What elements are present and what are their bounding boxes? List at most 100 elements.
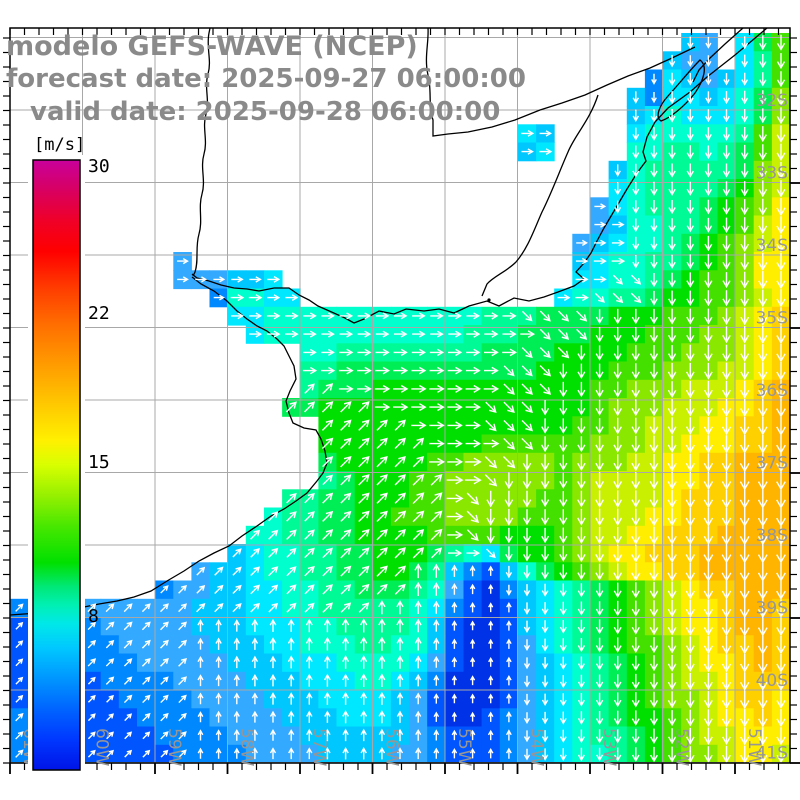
wind-arrow xyxy=(577,418,586,435)
wind-arrow xyxy=(705,36,712,49)
wind-arrow xyxy=(575,257,589,265)
wind-arrow xyxy=(447,348,463,357)
wind-arrow xyxy=(465,403,481,412)
wind-arrow xyxy=(503,365,515,377)
wind-arrow xyxy=(432,600,440,614)
wind-arrow xyxy=(776,234,786,253)
wind-arrow xyxy=(687,73,694,86)
wind-arrow xyxy=(739,690,750,710)
map-frame xyxy=(9,27,791,764)
wind-arrow xyxy=(286,529,297,540)
wind-arrow xyxy=(358,602,370,613)
wind-arrow xyxy=(630,292,642,304)
wind-arrow xyxy=(178,676,187,686)
wind-arrow xyxy=(269,710,277,723)
wind-arrow xyxy=(704,181,713,196)
wind-arrow xyxy=(613,747,622,762)
wind-arrow xyxy=(776,653,786,673)
wind-arrow xyxy=(703,417,714,436)
wind-arrow xyxy=(286,511,297,522)
wind-arrow xyxy=(559,363,568,379)
wind-arrow xyxy=(469,675,476,686)
wind-arrow xyxy=(523,584,531,597)
wind-arrow xyxy=(649,453,659,472)
wind-arrow xyxy=(703,471,714,491)
wind-arrow xyxy=(323,673,331,687)
colorbar-tick-label: 22 xyxy=(88,303,110,324)
wind-arrow xyxy=(721,562,732,582)
wind-arrow xyxy=(342,655,350,669)
wind-arrow xyxy=(577,656,585,671)
wind-arrow xyxy=(250,602,260,613)
wind-arrow xyxy=(446,494,464,503)
wind-arrow xyxy=(776,89,786,106)
wind-arrow xyxy=(539,148,553,156)
wind-arrow xyxy=(667,326,677,343)
wind-arrow xyxy=(649,581,659,599)
wind-arrow xyxy=(649,363,659,380)
wind-arrow xyxy=(433,674,440,686)
wind-arrow xyxy=(722,127,731,141)
wind-arrow xyxy=(323,691,331,705)
wind-arrow xyxy=(650,145,658,160)
wind-arrow xyxy=(487,711,494,722)
wind-arrow xyxy=(739,489,750,509)
wind-arrow xyxy=(776,471,786,491)
wind-arrow xyxy=(394,547,406,559)
colorbar-bar xyxy=(32,159,81,771)
coastline-path xyxy=(481,94,599,297)
wind-arrow xyxy=(251,655,259,669)
wind-arrow xyxy=(321,330,335,338)
wind-arrow xyxy=(269,655,277,669)
wind-arrow xyxy=(739,653,750,673)
wind-arrow xyxy=(612,274,624,285)
wind-arrow xyxy=(740,217,749,234)
wind-arrow xyxy=(649,710,659,726)
wind-arrow xyxy=(559,619,567,634)
wind-arrow xyxy=(484,474,498,487)
wind-arrow xyxy=(342,673,350,687)
wind-arrow xyxy=(447,421,463,430)
wind-arrow xyxy=(704,272,713,289)
wind-arrow xyxy=(740,709,750,728)
wind-arrow xyxy=(703,544,714,564)
wind-arrow xyxy=(577,729,585,744)
wind-arrow xyxy=(178,621,187,631)
wind-arrow xyxy=(521,383,533,395)
wind-arrow xyxy=(613,600,622,617)
wind-arrow xyxy=(739,526,750,546)
wind-arrow xyxy=(703,709,713,727)
wind-arrow xyxy=(124,731,133,740)
wind-arrow xyxy=(429,348,445,357)
wind-arrow xyxy=(668,181,676,196)
wind-arrow xyxy=(758,325,768,344)
wind-arrow xyxy=(650,236,658,251)
wind-arrow xyxy=(687,36,694,50)
wind-arrow xyxy=(577,564,586,581)
wind-arrow xyxy=(593,275,607,283)
wind-arrow xyxy=(196,603,206,613)
wind-arrow xyxy=(378,728,386,742)
lat-label: 38S xyxy=(756,526,788,546)
wind-arrow xyxy=(649,655,659,672)
wind-arrow xyxy=(593,257,607,265)
wind-arrow xyxy=(360,691,368,705)
wind-arrow xyxy=(322,510,334,522)
wind-arrow xyxy=(303,348,317,356)
wind-arrow xyxy=(505,729,512,741)
wind-arrow xyxy=(651,73,657,85)
wind-arrow xyxy=(376,583,388,595)
wind-arrow xyxy=(739,452,750,473)
wind-arrow xyxy=(451,583,458,595)
wind-arrow xyxy=(559,711,567,725)
wind-arrow xyxy=(451,675,458,686)
wind-arrow xyxy=(15,658,24,667)
wind-arrow xyxy=(105,658,115,667)
wind-arrow xyxy=(686,127,694,141)
wind-arrow xyxy=(433,693,440,704)
wind-arrow xyxy=(465,384,481,393)
wind-arrow xyxy=(685,691,695,709)
wind-arrow xyxy=(415,747,422,760)
wind-arrow xyxy=(667,362,677,380)
wind-arrow xyxy=(447,366,463,375)
